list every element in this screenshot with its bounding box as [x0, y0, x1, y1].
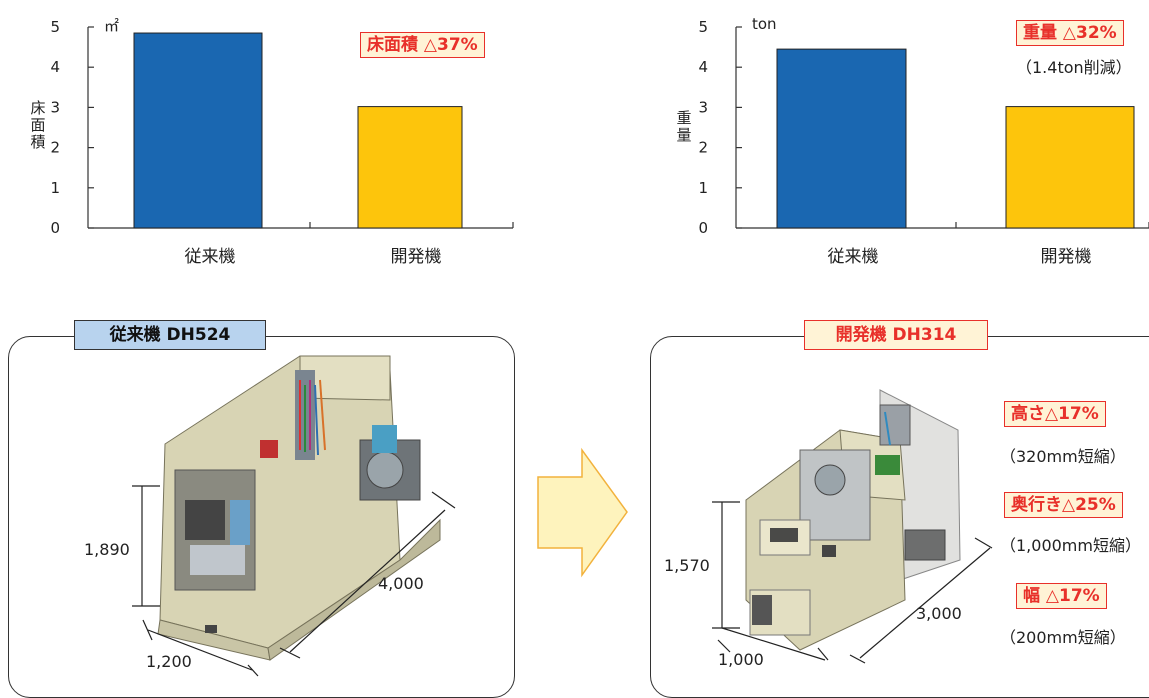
right-chart-ylabel: 重量: [676, 109, 692, 144]
left-chart-badge: 床面積 △37%: [360, 32, 485, 58]
right-depth-dimension: 3,000: [916, 604, 962, 623]
right-y-tick-label: 0: [698, 219, 708, 237]
left-category-label: 従来機: [185, 247, 236, 267]
left-dimension-lines: [132, 485, 456, 677]
left-y-tick-label: 4: [50, 58, 60, 76]
right-y-tick-label: 2: [698, 139, 708, 157]
right-width-dimension: 1,000: [718, 650, 764, 669]
left-y-tick-label: 5: [50, 18, 60, 36]
right-y-tick-label: 1: [698, 179, 708, 197]
left-y-tick-label: 1: [50, 179, 60, 197]
height-reduction-note: （320mm短縮）: [1000, 447, 1126, 466]
left-category-label: 開発機: [391, 247, 442, 267]
right-bar-developed: [1005, 106, 1135, 229]
left-height-dimension: 1,890: [84, 540, 130, 559]
left-chart-ylabel: 床面積: [30, 99, 46, 151]
depth-reduction-badge: 奥行き△25%: [1004, 492, 1123, 518]
left-machine-title: 従来機 DH524: [74, 320, 266, 350]
right-y-tick-label: 5: [698, 18, 708, 36]
right-bar-conventional: [776, 48, 907, 229]
left-y-tick-label: 2: [50, 139, 60, 157]
left-bar-developed: [357, 106, 463, 229]
left-chart-unit: ㎡: [104, 17, 120, 35]
right-dimension-lines: [712, 501, 993, 664]
right-category-label: 開発機: [1041, 247, 1092, 267]
right-chart-note: （1.4ton削減）: [1016, 58, 1132, 77]
depth-reduction-note: （1,000mm短縮）: [1000, 536, 1141, 555]
right-category-label: 従来機: [828, 247, 879, 267]
conventional-machine-illustration: [157, 355, 441, 661]
right-chart-unit: ton: [752, 15, 777, 33]
left-y-tick-label: 3: [50, 98, 60, 116]
height-reduction-badge: 高さ△17%: [1004, 401, 1106, 427]
left-depth-dimension: 4,000: [378, 574, 424, 593]
bar-charts: 0 1 2 3 4 5 従来機 開発機 0 1 2 3 4 5 従来機 開発機: [50, 18, 1149, 267]
left-bar-conventional: [133, 32, 263, 229]
width-reduction-note: （200mm短縮）: [1000, 628, 1126, 647]
left-width-dimension: 1,200: [146, 652, 192, 671]
right-chart-badge: 重量 △32%: [1016, 20, 1124, 46]
width-reduction-badge: 幅 △17%: [1016, 583, 1107, 609]
right-y-tick-label: 4: [698, 58, 708, 76]
right-machine-title: 開発機 DH314: [804, 320, 988, 350]
transition-arrow: [537, 447, 628, 578]
left-y-tick-label: 0: [50, 219, 60, 237]
developed-machine-illustration: [745, 389, 961, 651]
right-height-dimension: 1,570: [664, 556, 710, 575]
right-y-tick-label: 3: [698, 98, 708, 116]
machine-illustrations: [132, 355, 993, 677]
